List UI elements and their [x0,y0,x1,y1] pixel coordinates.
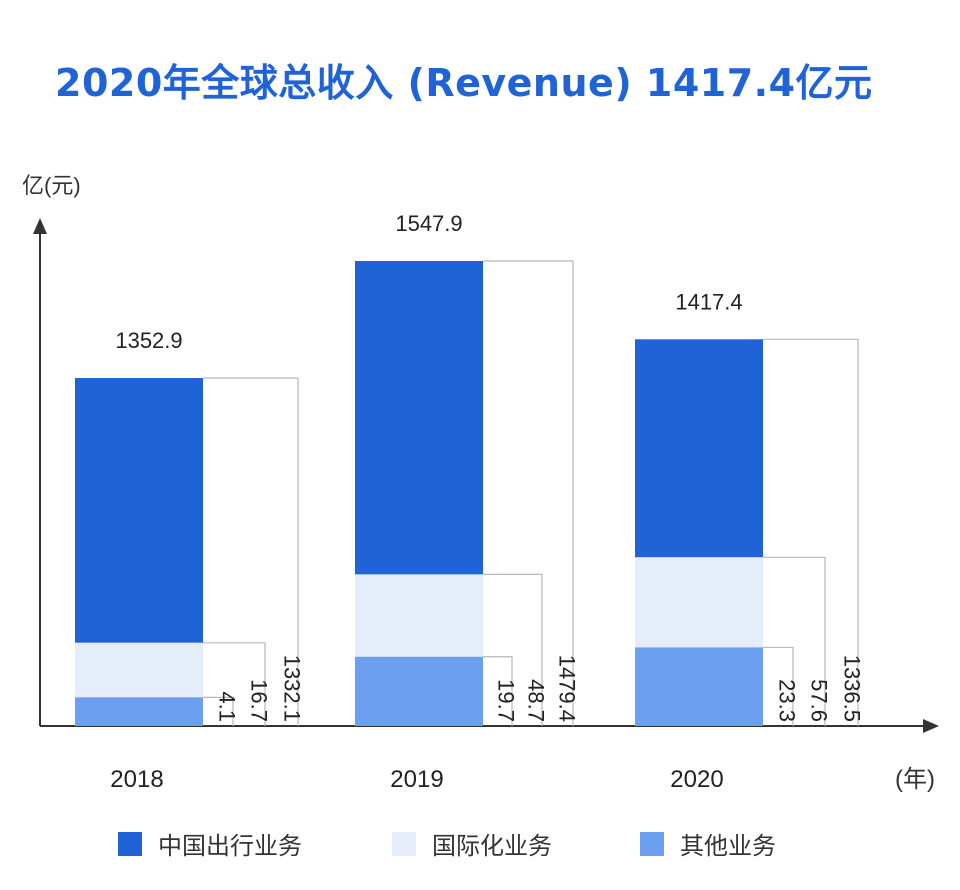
bar-segment-2020-series-2 [635,557,763,648]
bar-segment-2019-series-1 [355,261,483,575]
category-label-2019: 2019 [390,766,443,793]
y-axis-arrow [33,218,47,234]
value-label-2018-series-1: 1332.1 [280,655,305,722]
leader-frame-2018-series-1 [203,377,299,726]
category-label-2018: 2018 [110,766,163,793]
leader-frame-2019-series-1 [483,260,574,726]
bar-segment-2019-series-3 [355,656,483,726]
bar-segment-2018-series-1 [75,378,203,643]
total-label-2019: 1547.9 [395,211,462,236]
leader-frame-2019-series-3 [483,656,513,726]
bar-segment-2020-series-3 [635,647,763,726]
total-label-2020: 1417.4 [675,289,742,314]
value-label-2020-series-2: 57.6 [807,679,832,722]
value-label-2020-series-1: 1336.5 [840,655,865,722]
value-label-2018-series-3: 4.1 [215,691,240,722]
bar-segment-2019-series-2 [355,574,483,657]
chart-title: 2020年全球总收入 (Revenue) 1417.4亿元 [55,61,873,105]
bar-segment-2018-series-3 [75,697,203,726]
value-label-2019-series-2: 48.7 [524,679,549,722]
value-label-2020-series-3: 23.3 [775,679,800,722]
legend-label-china-mobility: 中国出行业务 [158,832,302,860]
value-label-2019-series-1: 1479.4 [555,655,580,722]
legend-swatch-other [640,831,664,856]
category-label-2020: 2020 [670,766,723,793]
x-axis-arrow [923,719,939,733]
bar-segment-2020-series-1 [635,339,763,558]
leader-frame-2020-series-1 [763,338,859,726]
leader-frame-2019-series-2 [483,573,543,726]
leader-frame-2018-series-2 [203,642,266,726]
x-axis-label: (年) [895,766,935,793]
leader-frame-2018-series-3 [203,696,234,726]
leader-frame-2020-series-2 [763,556,826,726]
legend-swatch-china-mobility [118,831,142,856]
bar-segment-2018-series-2 [75,642,203,698]
value-label-2018-series-2: 16.7 [247,679,272,722]
legend-label-international: 国际化业务 [432,832,552,860]
legend-item-international: 国际化业务 [392,826,552,861]
legend-label-other: 其他业务 [680,832,776,860]
leader-frame-2020-series-3 [763,646,794,726]
legend-swatch-international [392,831,416,856]
legend-item-china-mobility: 中国出行业务 [118,826,302,861]
total-label-2018: 1352.9 [115,328,182,353]
legend-item-other: 其他业务 [640,826,776,861]
y-axis-label: 亿(元) [22,173,81,198]
chart-legend: 中国出行业务 国际化业务 其他业务 [0,826,960,866]
value-label-2019-series-3: 19.7 [494,679,519,722]
